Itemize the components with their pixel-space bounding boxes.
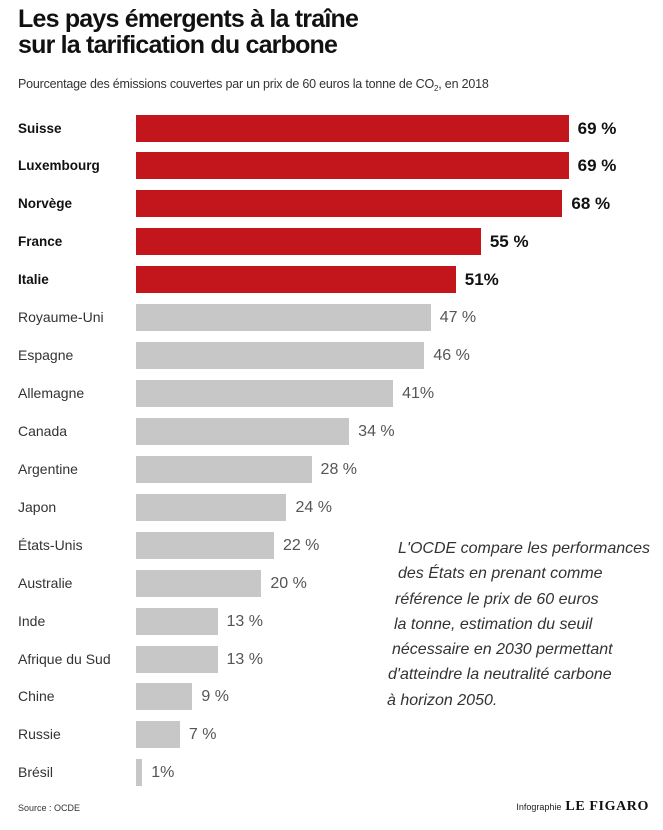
bar-bresil — [136, 759, 143, 787]
bar-luxembourg — [136, 152, 569, 180]
value-label-italie: 51% — [464, 270, 499, 290]
bar-royaume-uni — [136, 304, 431, 332]
category-label-etats-unis: États-Unis — [18, 536, 83, 553]
category-label-italie: Italie — [18, 272, 49, 288]
value-label-argentine: 28 % — [320, 460, 358, 478]
note-line: L'OCDE compare les performances — [398, 540, 651, 557]
chart-title: Les pays émergents à la traîne sur la ta… — [18, 5, 359, 59]
value-label-bresil: 1% — [151, 764, 175, 782]
bar-afrique-du-sud — [136, 645, 218, 673]
note-line: nécessaire en 2030 permettant — [392, 641, 613, 659]
value-label-afrique-du-sud: 13 % — [226, 650, 263, 668]
value-label-suisse: 69 % — [577, 118, 617, 138]
category-label-canada: Canada — [18, 422, 68, 439]
bar-japon — [136, 493, 287, 521]
bar-australie — [136, 569, 262, 597]
category-label-inde: Inde — [18, 612, 46, 629]
bar-chart: Suisse 69 % Luxembourg 69 % Norvège 68 % Franc… — [18, 114, 617, 787]
note-line: des États en prenant comme — [398, 565, 603, 583]
annotation-note: L'OCDE compare les performances des État… — [386, 536, 650, 713]
bar-argentine — [136, 455, 312, 483]
value-label-norvege: 68 % — [571, 194, 611, 214]
bar-chine — [136, 683, 193, 711]
category-label-luxembourg: Luxembourg — [18, 158, 100, 174]
value-label-inde: 13 % — [226, 612, 263, 630]
note-line: la tonne, estimation du seuil — [394, 615, 593, 633]
value-label-espagne: 46 % — [433, 347, 470, 365]
category-label-chine: Chine — [18, 688, 55, 705]
bar-france — [136, 228, 481, 256]
value-label-russie: 7 % — [188, 726, 217, 744]
chart-subtitle: Pourcentage des émissions couvertes par … — [18, 76, 489, 93]
bar-norvege — [136, 190, 563, 218]
subtitle-suffix: , en 2018 — [438, 77, 489, 91]
category-label-bresil: Brésil — [18, 764, 54, 781]
category-label-espagne: Espagne — [18, 347, 74, 364]
bar-inde — [136, 607, 218, 635]
bar-espagne — [136, 342, 425, 370]
source-note: Source : OCDE — [18, 803, 81, 813]
category-label-australie: Australie — [18, 574, 73, 591]
value-label-royaume-uni: 47 % — [439, 309, 477, 327]
note-line: d'atteindre la neutralité carbone — [388, 666, 612, 684]
note-line: référence le prix de 60 euros — [395, 590, 599, 608]
category-label-japon: Japon — [18, 498, 57, 515]
category-label-afrique-du-sud: Afrique du Sud — [18, 650, 111, 667]
bar-canada — [136, 417, 350, 445]
category-label-argentine: Argentine — [18, 460, 78, 477]
category-label-russie: Russie — [18, 726, 61, 743]
brand-logo: LE FIGARO — [565, 799, 649, 814]
credit: Infographie LE FIGARO — [516, 799, 649, 815]
category-label-norvege: Norvège — [18, 196, 73, 212]
value-label-japon: 24 % — [295, 498, 332, 516]
category-label-suisse: Suisse — [18, 120, 62, 136]
category-label-royaume-uni: Royaume-Uni — [18, 309, 104, 326]
credit-prefix: Infographie — [516, 802, 562, 812]
chart-title-line-2: sur la tarification du carbone — [18, 31, 338, 59]
bar-suisse — [136, 114, 569, 142]
value-label-france: 55 % — [489, 232, 529, 252]
bar-russie — [136, 721, 180, 749]
value-label-allemagne: 41% — [402, 385, 435, 402]
value-label-etats-unis: 22 % — [282, 536, 320, 554]
value-label-canada: 34 % — [358, 422, 395, 440]
category-label-france: France — [18, 234, 63, 250]
bar-allemagne — [136, 380, 394, 407]
bar-etats-unis — [136, 531, 274, 559]
note-line: à horizon 2050. — [387, 691, 498, 709]
value-label-chine: 9 % — [201, 688, 229, 706]
value-label-luxembourg: 69 % — [577, 156, 617, 176]
subtitle-subscript: 2 — [434, 84, 439, 93]
subtitle-text: Pourcentage des émissions couvertes par … — [18, 77, 435, 91]
chart-title-line-1: Les pays émergents à la traîne — [18, 5, 359, 33]
category-label-allemagne: Allemagne — [18, 385, 85, 401]
bar-italie — [136, 266, 456, 294]
value-label-australie: 20 % — [270, 574, 307, 592]
